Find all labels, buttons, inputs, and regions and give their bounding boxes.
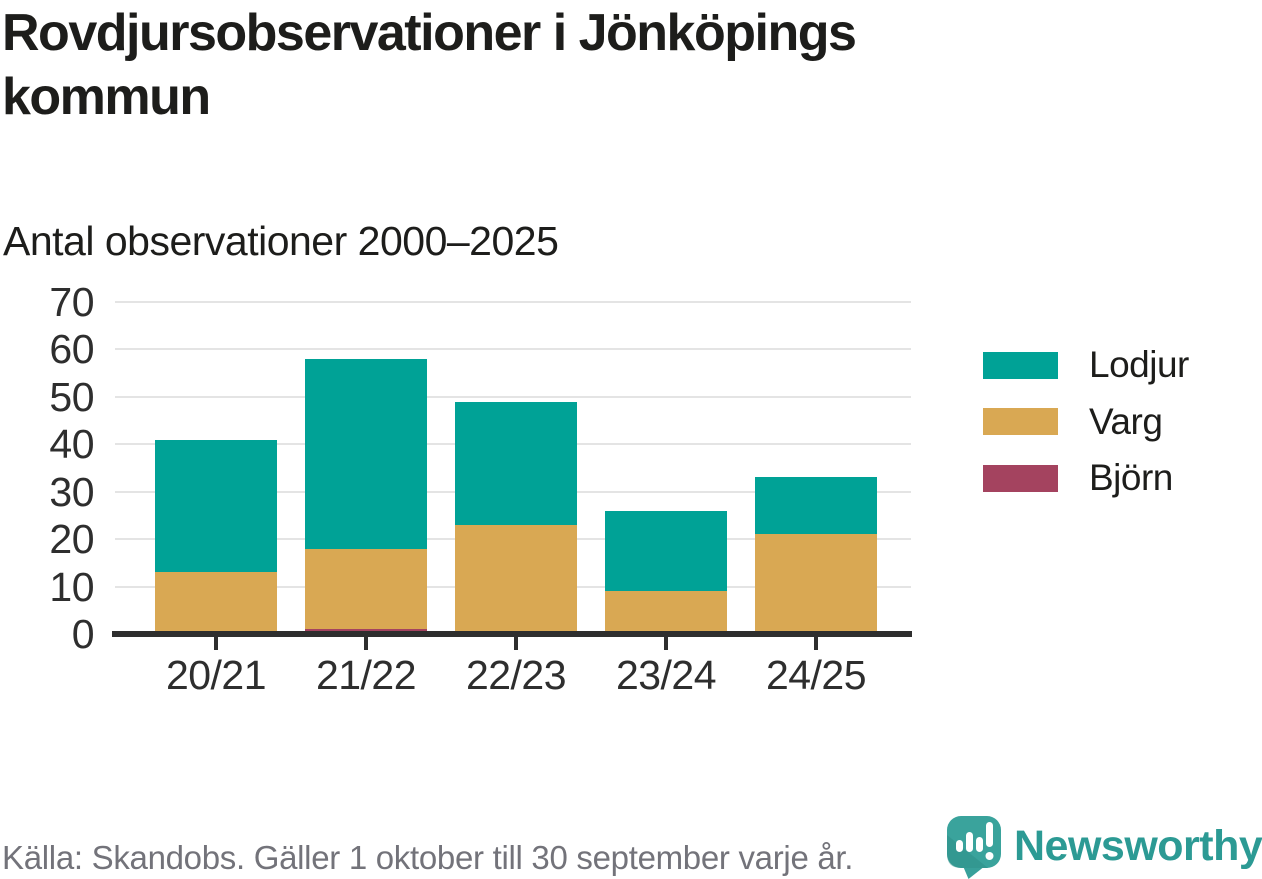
y-axis-tick-label: 70 (49, 279, 94, 325)
x-axis-tick-label: 24/25 (765, 652, 867, 698)
x-axis-tick-label: 22/23 (465, 652, 567, 698)
bar-segment-lodjur-21-22 (305, 358, 427, 549)
legend-label: Björn (1089, 457, 1173, 498)
y-axis-tick-label: 30 (49, 468, 94, 515)
bar-segment-varg-23-24 (605, 591, 727, 634)
legend-swatch-varg (983, 408, 1058, 435)
source-note: Källa: Skandobs. Gäller 1 oktober till 3… (2, 839, 854, 876)
bar-segment-varg-24-25 (755, 534, 877, 634)
y-axis-tick-label: 60 (49, 326, 94, 373)
x-axis-tick-label: 21/22 (315, 652, 417, 698)
legend-swatch-lodjur (983, 351, 1058, 379)
legend-label: Lodjur (1089, 344, 1189, 385)
legend-item-lodjur: Lodjur (983, 344, 1189, 386)
x-axis-tick (514, 637, 518, 650)
x-axis-tick (214, 637, 218, 650)
y-axis-tick-label: 40 (49, 421, 94, 468)
bar-segment-lodjur-22-23 (455, 401, 577, 525)
x-axis-tick (664, 637, 668, 650)
legend-item-björn: Björn (983, 457, 1173, 499)
brand-logo: Newsworthy (946, 815, 1262, 879)
y-axis-tick-label: 20 (49, 516, 94, 563)
x-axis-tick-label: 23/24 (615, 652, 717, 698)
legend-item-varg: Varg (983, 400, 1163, 443)
x-axis-line (112, 631, 912, 637)
y-axis-tick-label: 50 (49, 373, 94, 420)
x-axis-tick (814, 637, 818, 650)
gridline (115, 348, 911, 351)
bar-segment-lodjur-23-24 (605, 510, 727, 592)
newsworthy-logo-icon (946, 815, 1002, 879)
chart-subtitle: Antal observationer 2000–2025 (3, 218, 559, 264)
brand-name: Newsworthy (1014, 822, 1262, 870)
bar-segment-varg-20-21 (155, 572, 277, 634)
y-axis-tick-label: 10 (49, 563, 94, 610)
bar-segment-varg-21-22 (305, 548, 427, 630)
legend-label: Varg (1089, 400, 1163, 442)
y-axis-tick-label: 0 (71, 611, 95, 657)
bar-segment-lodjur-20-21 (155, 439, 277, 573)
legend-swatch-björn (983, 464, 1058, 492)
gridline (115, 395, 911, 398)
gridline (115, 301, 911, 303)
x-axis-tick-label: 20/21 (165, 652, 267, 698)
bar-segment-lodjur-24-25 (755, 477, 877, 535)
bar-segment-varg-22-23 (455, 524, 577, 634)
chart-title: Rovdjursobservationer i Jönköpings kommu… (2, 4, 857, 126)
x-axis-tick (364, 637, 368, 650)
